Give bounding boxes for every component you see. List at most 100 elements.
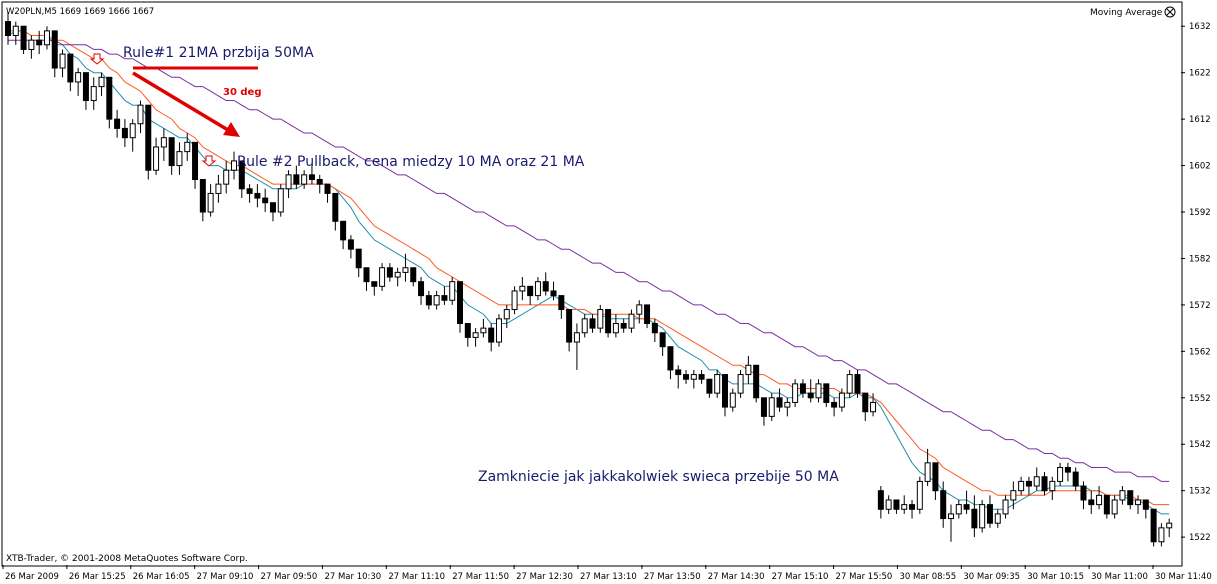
- candle: [75, 68, 82, 96]
- candle: [605, 309, 612, 338]
- candle: [831, 397, 838, 417]
- candle-body-down: [1142, 499, 1149, 510]
- candle: [176, 142, 183, 175]
- trend-arrow-head: [223, 122, 240, 137]
- candle-body-down: [971, 508, 978, 529]
- candle-body-down: [760, 397, 767, 417]
- candle: [667, 346, 674, 380]
- candle: [581, 314, 588, 338]
- candle-body-down: [566, 309, 573, 343]
- candles: [5, 12, 1173, 547]
- x-tick-label: 27 Mar 15:10: [772, 572, 829, 582]
- x-tick-label: 27 Mar 11:10: [388, 572, 445, 582]
- y-tick-label: 1622: [1189, 69, 1211, 79]
- x-tick-label: 27 Mar 13:50: [644, 572, 701, 582]
- candle-body-up: [90, 86, 97, 102]
- candle-body-down: [1064, 466, 1071, 473]
- candle-body-down: [121, 127, 128, 139]
- candle: [823, 383, 830, 408]
- y-tick-label: 1532: [1189, 487, 1211, 497]
- candle-body-up: [581, 318, 588, 334]
- candle: [784, 397, 791, 417]
- candle: [425, 290, 432, 310]
- candle: [589, 314, 596, 333]
- circle-x-icon[interactable]: [1164, 6, 1176, 18]
- candle: [979, 499, 986, 533]
- candle-body-down: [347, 239, 354, 250]
- x-tick-label: 30 Mar 10:15: [1027, 572, 1084, 582]
- ma21-line: [8, 30, 1170, 506]
- candle: [636, 300, 643, 324]
- x-tick-label: 27 Mar 11:50: [452, 572, 509, 582]
- candle-body-up: [277, 188, 284, 213]
- candle: [1033, 467, 1040, 491]
- x-tick-label: 30 Mar 08:55: [899, 572, 956, 582]
- candle-body-down: [386, 267, 393, 278]
- candle: [799, 379, 806, 398]
- candle: [1142, 499, 1149, 519]
- candle: [527, 285, 534, 305]
- candle: [870, 393, 877, 417]
- candle: [215, 174, 222, 203]
- plot-area: [1, 1, 1183, 567]
- candle-body-down: [963, 504, 970, 510]
- candle-body-down: [683, 374, 690, 380]
- candle: [675, 365, 682, 389]
- candle: [262, 188, 269, 213]
- candle: [184, 133, 191, 161]
- candle: [192, 141, 199, 189]
- candle: [932, 462, 939, 500]
- candle-body-down: [675, 369, 682, 376]
- symbol-info: W20PLN,M5 1669 1669 1666 1667: [6, 7, 154, 17]
- candle: [909, 499, 916, 519]
- x-tick-label: 27 Mar 09:50: [261, 572, 318, 582]
- annotations: Rule#1 21MA przbija 50MA 30 deg Rule #2 …: [89, 45, 839, 485]
- candle: [753, 364, 760, 403]
- candle-body-down: [488, 327, 495, 343]
- y-tick-label: 1612: [1189, 115, 1211, 125]
- candle-body-up: [1135, 499, 1142, 506]
- candle-body-up: [480, 327, 487, 334]
- candle: [776, 388, 783, 412]
- y-tick-label: 1522: [1189, 533, 1211, 543]
- candle-body-down: [1103, 494, 1110, 515]
- x-tick-label: 27 Mar 14:30: [708, 572, 765, 582]
- candle-body-up: [690, 374, 697, 380]
- x-axis: 26 Mar 2009 26 Mar 15:25 26 Mar 16:05 27 Ma…: [2, 565, 1212, 582]
- x-tick-label: 26 Mar 16:05: [133, 572, 190, 582]
- candle: [1103, 494, 1110, 519]
- candle-body-up: [472, 332, 479, 338]
- candle-body-up: [207, 192, 214, 213]
- candle: [511, 286, 518, 315]
- candle-body-up: [176, 151, 183, 167]
- candle: [1096, 486, 1103, 510]
- candle-body-up: [737, 374, 744, 394]
- candle-body-down: [355, 248, 362, 269]
- candle-body-down: [441, 295, 448, 301]
- candle-body-up: [784, 401, 791, 408]
- candle: [371, 281, 378, 296]
- candle-body-up: [1119, 490, 1126, 501]
- candle: [293, 165, 300, 189]
- candle: [760, 397, 767, 426]
- candle: [1127, 490, 1134, 510]
- candle-body-down: [651, 322, 658, 334]
- candle: [573, 323, 580, 370]
- candle-body-down: [51, 30, 58, 69]
- candle: [737, 369, 744, 398]
- candle: [355, 248, 362, 278]
- candle-body-down: [425, 295, 432, 306]
- candle-body-up: [495, 318, 502, 343]
- candle: [1064, 462, 1071, 482]
- candle: [1119, 486, 1126, 505]
- candle-body-down: [1150, 508, 1157, 543]
- candle: [706, 378, 713, 398]
- candle-body-down: [558, 295, 565, 311]
- candle: [698, 369, 705, 384]
- candle: [916, 476, 923, 514]
- candle-body-down: [1025, 480, 1032, 487]
- candle: [1080, 481, 1087, 510]
- candle: [1049, 476, 1056, 500]
- candle-body-down: [324, 183, 331, 194]
